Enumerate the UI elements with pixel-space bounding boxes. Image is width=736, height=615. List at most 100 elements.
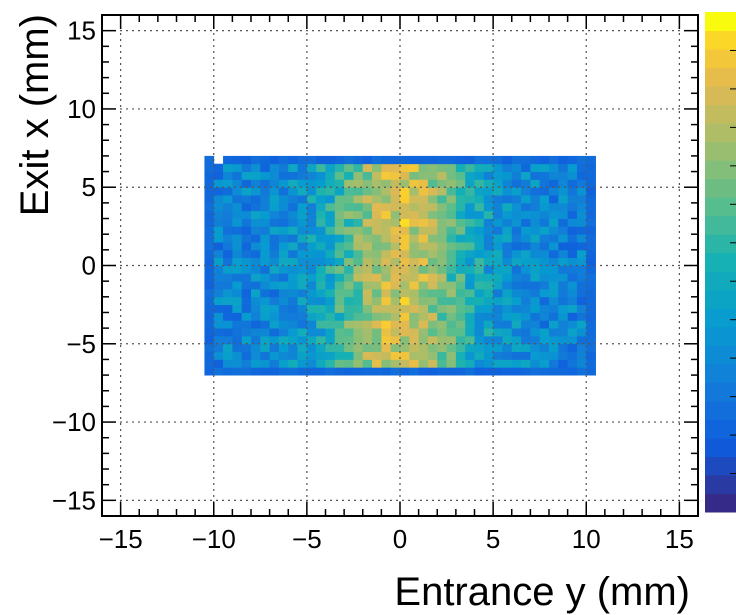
heatmap-bin	[511, 179, 522, 188]
heatmap-bin	[223, 187, 233, 196]
heatmap-bin	[316, 359, 326, 368]
heatmap-bin	[306, 343, 317, 353]
x-tick-label: −5	[292, 524, 322, 554]
heatmap-bin	[213, 288, 224, 298]
heatmap-bin	[539, 273, 550, 282]
heatmap-bin	[502, 195, 513, 204]
heatmap-bin	[409, 187, 420, 196]
y-tick-label: −5	[66, 329, 96, 359]
heatmap-bin	[278, 265, 289, 274]
heatmap-bin	[251, 288, 261, 298]
heatmap-bin	[204, 320, 215, 329]
heatmap-bin	[483, 320, 494, 329]
heatmap-bin	[549, 343, 559, 353]
heatmap-bin	[381, 343, 392, 353]
heatmap-bin	[251, 210, 261, 219]
heatmap-bin	[586, 226, 596, 235]
heatmap-bin	[372, 249, 382, 259]
heatmap-bin	[372, 281, 382, 290]
heatmap-bin	[223, 257, 233, 266]
heatmap-bin	[446, 343, 457, 353]
heatmap-bin	[278, 218, 289, 227]
heatmap-bin	[586, 195, 596, 204]
heatmap-bin	[567, 249, 578, 259]
colorbar-segment	[705, 326, 736, 346]
heatmap-bin	[530, 328, 541, 337]
heatmap-bin	[278, 163, 289, 172]
heatmap-bin	[204, 304, 215, 313]
heatmap-bin	[502, 320, 513, 329]
heatmap-bin	[306, 265, 317, 274]
heatmap-bin	[511, 351, 522, 360]
heatmap-bin	[204, 202, 215, 212]
heatmap-bin	[232, 242, 243, 251]
heatmap-bin	[251, 335, 261, 345]
heatmap-bin	[549, 359, 559, 368]
heatmap-bin	[260, 367, 271, 376]
heatmap-bin	[260, 226, 271, 235]
heatmap-bin	[344, 234, 354, 243]
heatmap-bin	[446, 312, 457, 321]
heatmap-bin	[297, 328, 308, 337]
colorbar-segment	[705, 345, 736, 365]
heatmap-bin	[465, 351, 475, 360]
heatmap-bin	[483, 187, 494, 196]
heatmap-bin	[474, 171, 485, 180]
heatmap-bin	[297, 281, 308, 290]
heatmap-bin	[372, 320, 382, 329]
heatmap-bin	[269, 265, 280, 274]
heatmap-bin	[325, 288, 336, 298]
heatmap-bin	[465, 234, 475, 243]
heatmap-bin	[530, 281, 541, 290]
heatmap-bin	[223, 359, 233, 368]
heatmap-bin	[316, 281, 326, 290]
heatmap-bin	[269, 343, 280, 353]
colorbar-segment	[705, 456, 736, 476]
heatmap-bin	[213, 312, 224, 321]
heatmap-bin	[502, 155, 513, 165]
heatmap-bin	[539, 335, 550, 345]
heatmap-bin	[474, 351, 485, 360]
heatmap-bin	[344, 304, 354, 313]
heatmap-bin	[493, 218, 503, 227]
heatmap-bin	[232, 273, 243, 282]
heatmap-bin	[334, 218, 345, 227]
heatmap-bin	[232, 163, 243, 172]
heatmap-bin	[400, 210, 410, 219]
heatmap-bin	[502, 281, 513, 290]
heatmap-bin	[288, 171, 298, 180]
heatmap-bin	[344, 195, 354, 204]
heatmap-bin	[251, 281, 261, 290]
heatmap-bin	[381, 257, 392, 266]
heatmap-bin	[204, 218, 215, 227]
heatmap-bin	[567, 351, 578, 360]
heatmap-bin	[232, 195, 243, 204]
heatmap-bin	[446, 367, 457, 376]
heatmap-bin	[344, 320, 354, 329]
heatmap-bin	[409, 234, 420, 243]
heatmap-bin	[455, 171, 466, 180]
heatmap-bin	[502, 187, 513, 196]
heatmap-bin	[502, 257, 513, 266]
heatmap-bin	[297, 343, 308, 353]
heatmap-bin	[372, 304, 382, 313]
heatmap-bin	[483, 288, 494, 298]
heatmap-bin	[493, 351, 503, 360]
heatmap-bin	[306, 359, 317, 368]
heatmap-bin	[251, 218, 261, 227]
heatmap-bin	[576, 296, 587, 306]
heatmap-bin	[232, 187, 243, 196]
heatmap-bin	[437, 242, 447, 251]
heatmap-bin	[558, 155, 569, 165]
heatmap-bin	[269, 328, 280, 337]
y-tick-label: 10	[67, 94, 96, 124]
heatmap-bin	[334, 265, 345, 274]
heatmap-bin	[418, 312, 429, 321]
heatmap-bin	[306, 210, 317, 219]
heatmap-bin	[530, 210, 541, 219]
heatmap-bin	[418, 226, 429, 235]
heatmap-bin	[278, 234, 289, 243]
heatmap-bin	[427, 288, 438, 298]
heatmap-bin	[297, 335, 308, 345]
heatmap-bin	[474, 202, 485, 212]
